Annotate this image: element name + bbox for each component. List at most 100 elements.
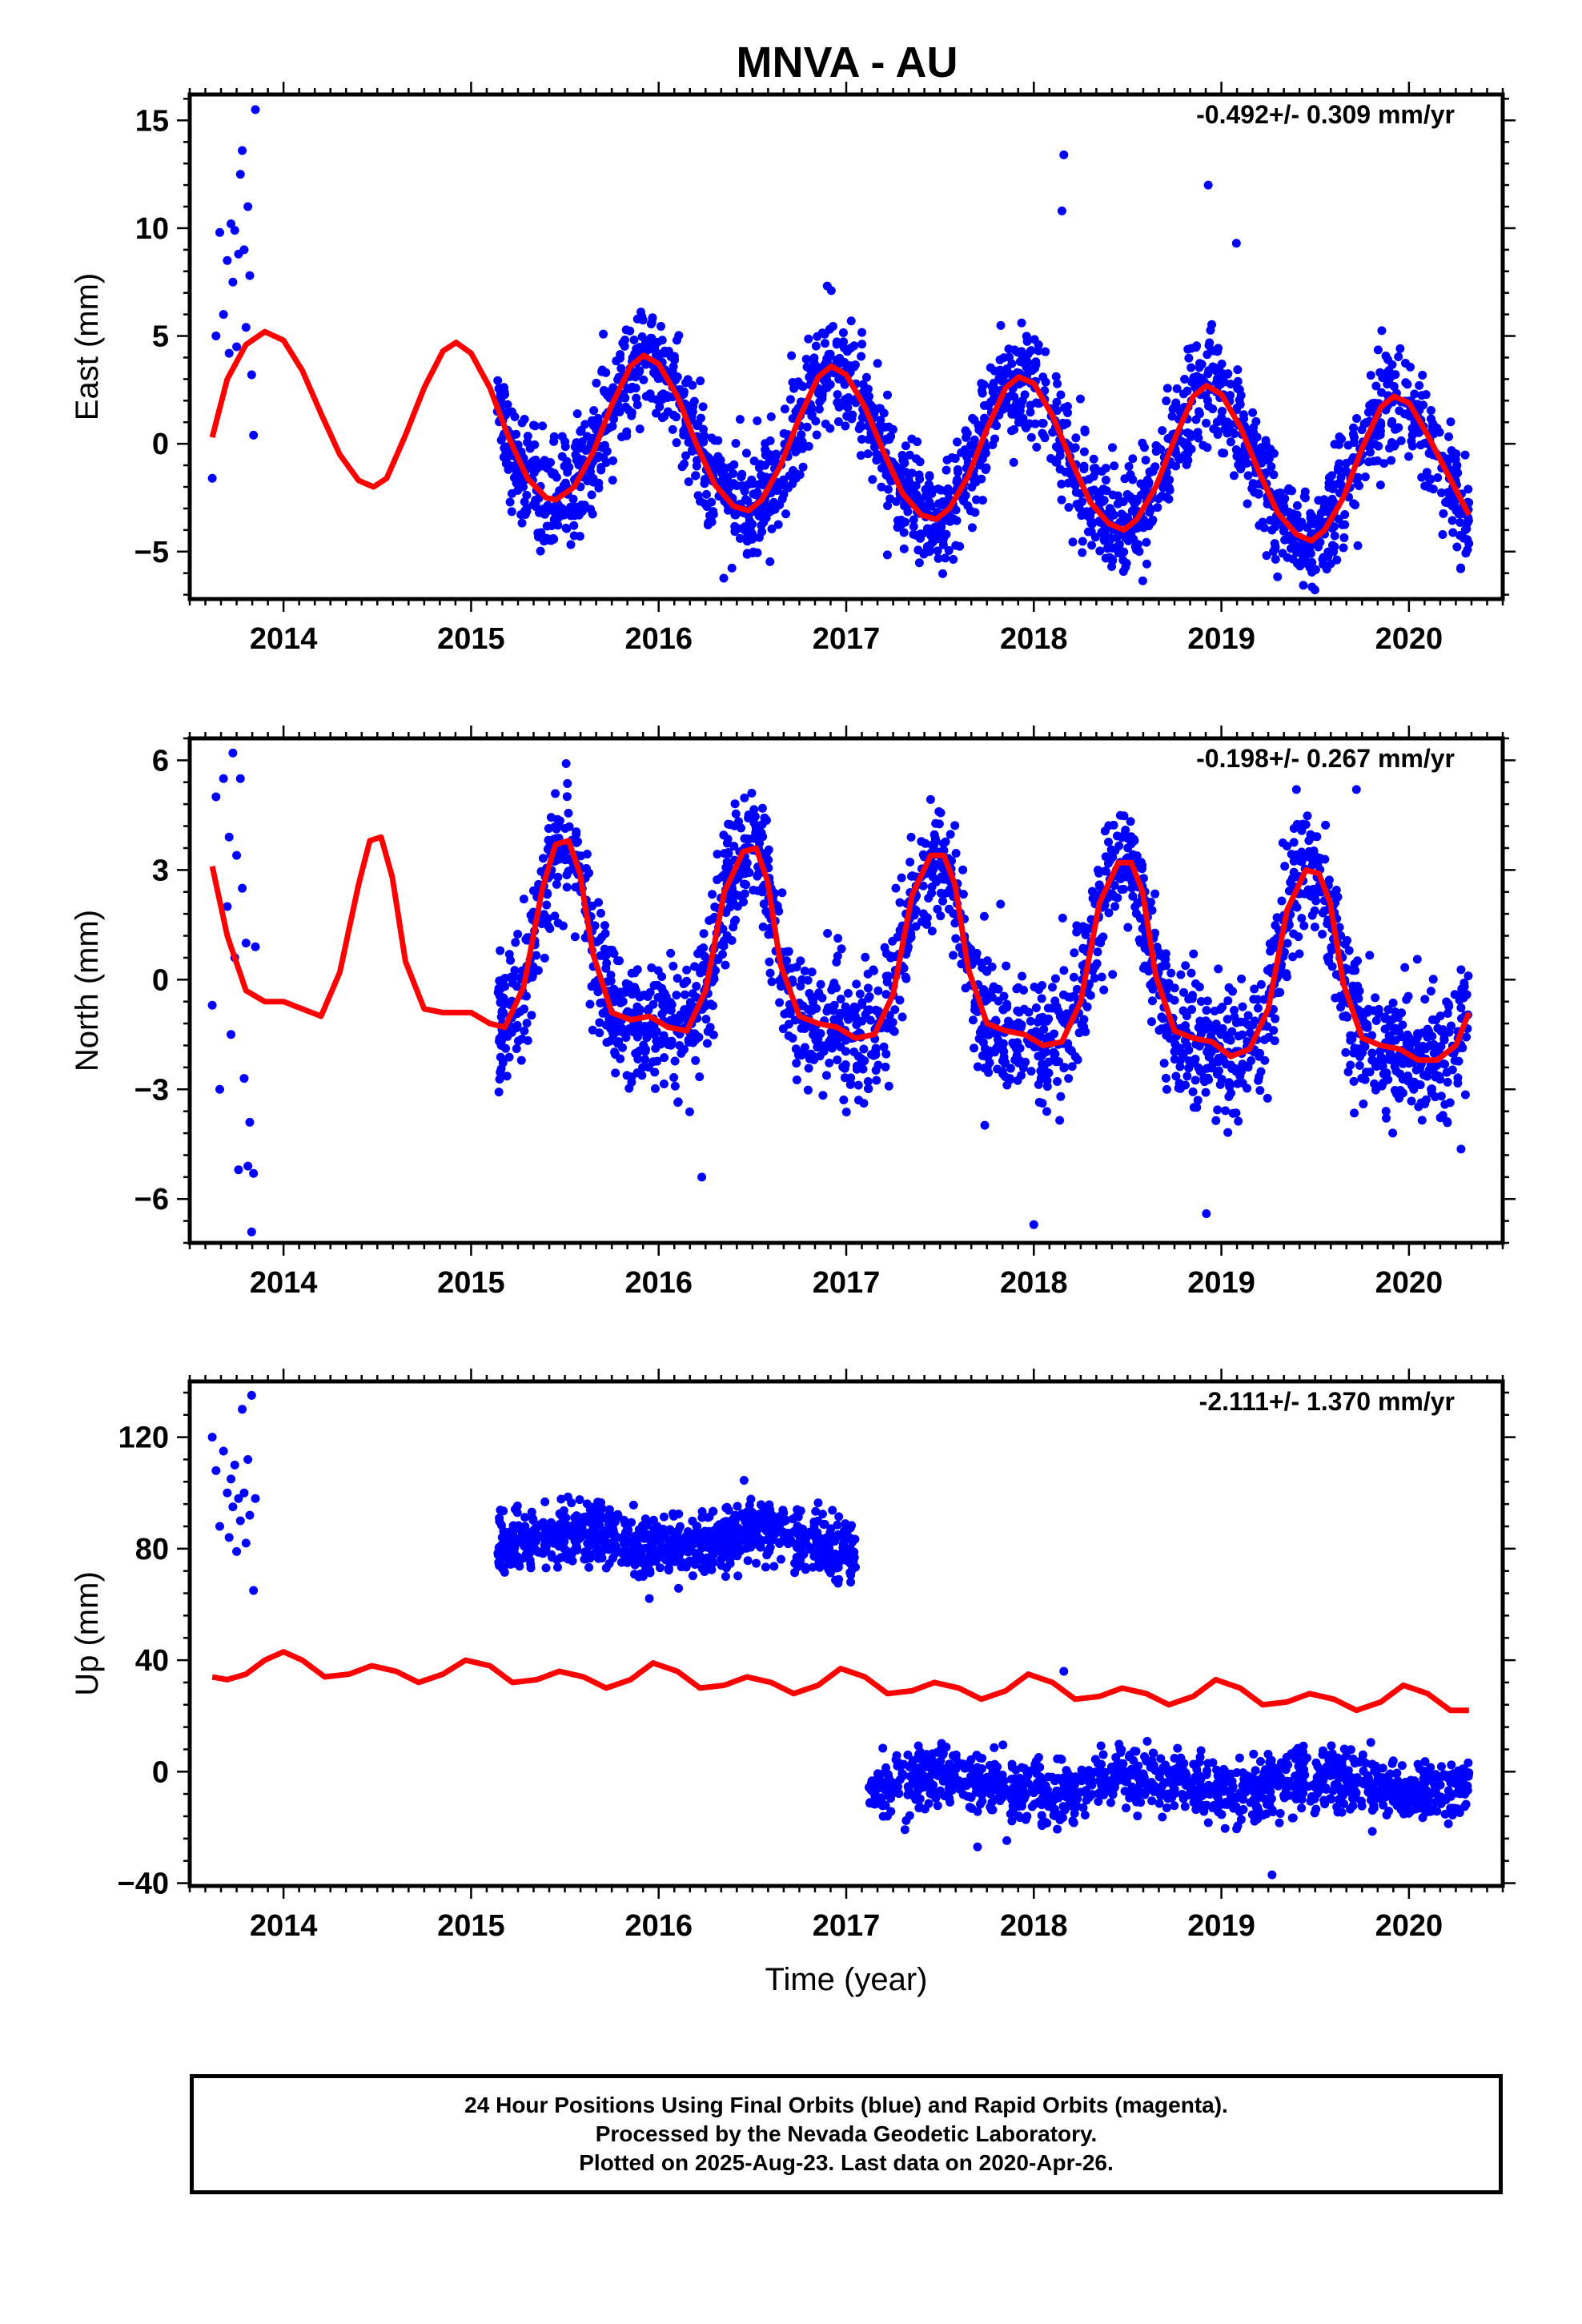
data-point xyxy=(857,328,867,337)
y-tick-label: −3 xyxy=(135,1073,169,1107)
data-point xyxy=(682,1005,692,1015)
data-point xyxy=(989,394,998,404)
data-point xyxy=(757,505,767,514)
data-point xyxy=(634,368,644,377)
data-point xyxy=(632,344,641,354)
data-point xyxy=(1255,1072,1264,1082)
data-point xyxy=(241,323,251,332)
data-point xyxy=(513,1036,523,1046)
data-point xyxy=(951,849,961,858)
data-point xyxy=(580,420,590,429)
data-point xyxy=(797,437,807,447)
data-point xyxy=(608,1028,617,1038)
data-point xyxy=(940,889,950,899)
data-point xyxy=(1090,973,1099,983)
data-point xyxy=(650,1084,660,1093)
data-point xyxy=(660,1006,669,1015)
data-point xyxy=(1062,402,1072,412)
data-point xyxy=(816,979,825,989)
data-point xyxy=(520,415,529,424)
data-point xyxy=(1064,1074,1074,1084)
y-tick-label: 6 xyxy=(152,744,169,778)
data-point xyxy=(1292,501,1302,510)
data-point xyxy=(996,899,1006,909)
data-point xyxy=(777,494,787,504)
data-point xyxy=(759,517,769,527)
data-point xyxy=(842,411,852,420)
data-point xyxy=(753,871,762,881)
data-point xyxy=(1203,401,1213,411)
data-point xyxy=(888,1018,897,1027)
data-point xyxy=(925,471,934,480)
data-point xyxy=(950,821,960,830)
data-point xyxy=(950,919,960,928)
data-point xyxy=(1366,371,1375,380)
data-point xyxy=(1042,1082,1052,1092)
data-point xyxy=(1303,523,1312,533)
data-point xyxy=(806,404,816,414)
data-point xyxy=(507,489,516,498)
data-point xyxy=(980,1120,990,1130)
data-point xyxy=(1269,1026,1279,1035)
data-point xyxy=(1415,380,1424,390)
data-point xyxy=(1427,1084,1436,1094)
data-point xyxy=(821,1071,831,1080)
data-point xyxy=(749,818,759,827)
data-point xyxy=(937,501,946,510)
data-point xyxy=(1092,959,1102,968)
data-point xyxy=(844,393,853,403)
data-point xyxy=(235,774,245,783)
data-point xyxy=(861,1010,870,1019)
data-point xyxy=(1105,553,1114,562)
data-point xyxy=(1119,811,1129,821)
data-point xyxy=(1104,838,1114,847)
data-point xyxy=(1437,488,1447,497)
data-point xyxy=(1357,425,1367,435)
data-point xyxy=(530,440,540,449)
data-point xyxy=(590,978,600,987)
data-point xyxy=(1269,547,1279,557)
data-point xyxy=(1070,1051,1080,1061)
data-point xyxy=(811,416,821,426)
data-point xyxy=(223,902,232,911)
data-point xyxy=(1255,1086,1265,1096)
data-point xyxy=(1128,454,1138,464)
data-point xyxy=(1081,930,1090,939)
data-point xyxy=(1341,1047,1351,1057)
data-point xyxy=(1383,1005,1393,1015)
data-point xyxy=(1057,206,1066,215)
data-point xyxy=(1331,993,1340,1003)
data-point xyxy=(230,1460,239,1470)
data-point xyxy=(1443,999,1453,1009)
data-point xyxy=(1415,1080,1424,1089)
data-point xyxy=(719,830,729,840)
data-point xyxy=(1303,559,1312,569)
data-point xyxy=(755,838,765,848)
data-point xyxy=(978,496,987,505)
data-point xyxy=(765,968,775,978)
data-point xyxy=(1400,358,1410,368)
data-point xyxy=(757,803,767,813)
data-point xyxy=(966,506,975,516)
data-point xyxy=(1319,906,1329,915)
data-point xyxy=(1410,389,1419,399)
data-point xyxy=(1176,970,1186,979)
data-point xyxy=(1070,443,1080,452)
data-point xyxy=(1404,1032,1414,1042)
data-point xyxy=(821,339,830,348)
data-point xyxy=(1363,408,1373,417)
data-point xyxy=(729,460,739,469)
data-point xyxy=(776,1554,785,1564)
data-point xyxy=(841,421,850,431)
data-point xyxy=(1058,419,1067,428)
data-point xyxy=(899,456,909,466)
data-point xyxy=(769,497,779,507)
data-point xyxy=(1341,1011,1351,1021)
data-point xyxy=(1235,1017,1245,1027)
data-point xyxy=(618,1043,628,1052)
data-point xyxy=(227,1474,236,1484)
data-point xyxy=(707,517,717,527)
data-point xyxy=(1030,419,1040,428)
data-point xyxy=(1054,443,1064,452)
data-point xyxy=(605,1036,615,1046)
